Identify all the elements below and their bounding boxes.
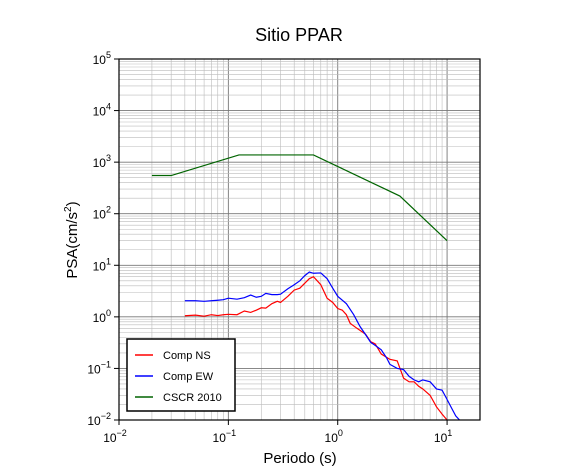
y-axis-label-sup: 2 bbox=[63, 206, 74, 212]
y-axis-label: PSA(cm/s2) bbox=[63, 201, 81, 278]
y-axis-label-close: ) bbox=[64, 201, 81, 206]
y-tick-label: 104 bbox=[93, 102, 111, 119]
y-tick-label: 105 bbox=[93, 50, 111, 67]
series-line-cscr-2010 bbox=[151, 154, 448, 242]
grid bbox=[118, 59, 481, 421]
legend: Comp NS Comp EW CSCR 2010 bbox=[126, 338, 236, 412]
y-tick-label: 100 bbox=[93, 308, 111, 325]
y-tick-label: 10−1 bbox=[87, 359, 111, 376]
chart-title: Sitio PPAR bbox=[255, 25, 343, 45]
series-layer bbox=[151, 154, 460, 420]
x-tick-label: 10−1 bbox=[213, 428, 237, 445]
series-line-comp-ns bbox=[184, 276, 448, 420]
y-axis-label-base: PSA(cm/s bbox=[64, 212, 81, 279]
legend-box bbox=[126, 338, 236, 412]
y-tick-label: 10−2 bbox=[87, 411, 111, 428]
legend-label: Comp NS bbox=[163, 350, 211, 362]
x-tick-label: 100 bbox=[325, 428, 343, 445]
y-tick-label: 102 bbox=[93, 205, 111, 222]
x-axis-label: Periodo (s) bbox=[263, 450, 336, 467]
y-tick-label: 103 bbox=[93, 153, 111, 170]
plot-frame bbox=[118, 58, 481, 421]
x-tick-labels: 10−2 10−1 100 101 bbox=[103, 420, 452, 445]
series-line-comp-ew bbox=[184, 271, 460, 420]
legend-label: Comp EW bbox=[163, 371, 214, 383]
x-tick-label: 10−2 bbox=[103, 428, 127, 445]
x-tick-label: 101 bbox=[434, 428, 452, 445]
y-tick-labels: 10−2 10−1 100 101 102 103 104 105 bbox=[87, 50, 119, 428]
y-tick-label: 101 bbox=[93, 256, 111, 273]
legend-label: CSCR 2010 bbox=[163, 392, 222, 404]
